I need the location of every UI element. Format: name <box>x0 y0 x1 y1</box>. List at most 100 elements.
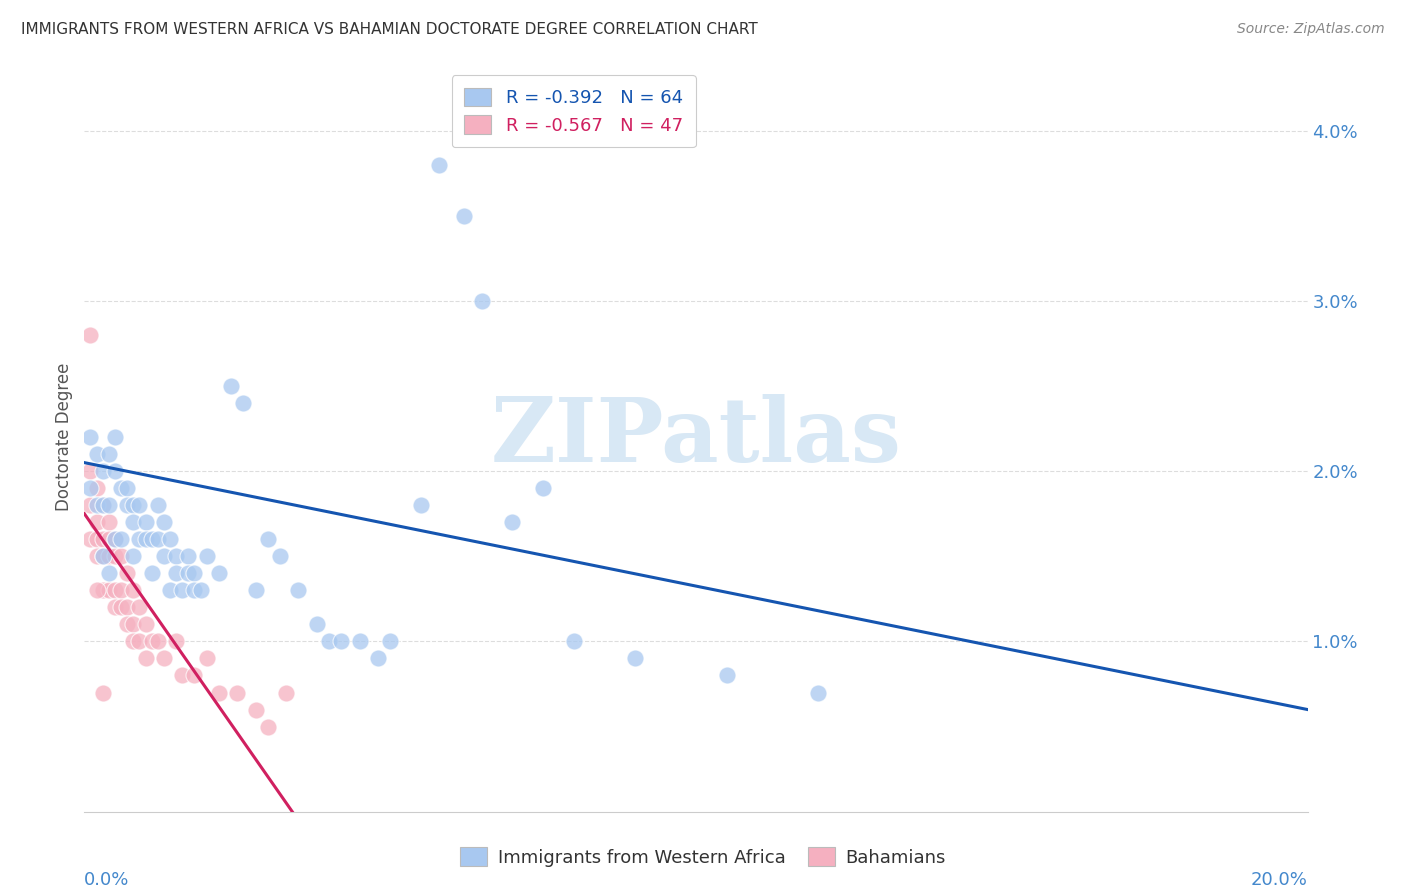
Point <box>165 549 187 564</box>
Point <box>122 498 145 512</box>
Point <box>86 583 108 598</box>
Point <box>110 481 132 495</box>
Point <box>122 583 145 598</box>
Point <box>128 600 150 615</box>
Point <box>330 634 353 648</box>
Point <box>104 533 127 547</box>
Point <box>367 651 389 665</box>
Point <box>195 651 218 665</box>
Point <box>97 583 120 598</box>
Point <box>91 498 114 512</box>
Point <box>104 583 127 598</box>
Point <box>135 533 157 547</box>
Y-axis label: Doctorate Degree: Doctorate Degree <box>55 363 73 511</box>
Point <box>97 533 120 547</box>
Point <box>471 293 494 308</box>
Point <box>91 549 114 564</box>
Point <box>153 651 176 665</box>
Legend: Immigrants from Western Africa, Bahamians: Immigrants from Western Africa, Bahamian… <box>453 840 953 874</box>
Point <box>159 533 181 547</box>
Point <box>159 583 181 598</box>
Point <box>115 498 138 512</box>
Point <box>122 549 145 564</box>
Text: IMMIGRANTS FROM WESTERN AFRICA VS BAHAMIAN DOCTORATE DEGREE CORRELATION CHART: IMMIGRANTS FROM WESTERN AFRICA VS BAHAMI… <box>21 22 758 37</box>
Point <box>86 549 108 564</box>
Text: ZIPatlas: ZIPatlas <box>491 393 901 481</box>
Point <box>104 533 127 547</box>
Point <box>531 481 554 495</box>
Point <box>79 327 101 342</box>
Point <box>79 464 101 478</box>
Point <box>245 583 267 598</box>
Point <box>104 464 127 478</box>
Point <box>91 583 114 598</box>
Point <box>219 379 242 393</box>
Point <box>135 617 157 632</box>
Point <box>97 447 120 461</box>
Point <box>110 549 132 564</box>
Text: Source: ZipAtlas.com: Source: ZipAtlas.com <box>1237 22 1385 37</box>
Point <box>97 549 120 564</box>
Point <box>208 566 231 581</box>
Point <box>104 600 127 615</box>
Point <box>91 464 114 478</box>
Point <box>104 430 127 444</box>
Point <box>502 515 524 529</box>
Point <box>91 685 114 699</box>
Point <box>110 583 132 598</box>
Point <box>177 549 200 564</box>
Point <box>128 634 150 648</box>
Point <box>97 515 120 529</box>
Point <box>153 515 176 529</box>
Point <box>276 685 298 699</box>
Point <box>91 498 114 512</box>
Point <box>172 583 194 598</box>
Point <box>115 600 138 615</box>
Point <box>91 549 114 564</box>
Point <box>409 498 432 512</box>
Point <box>79 430 101 444</box>
Point <box>146 498 169 512</box>
Point <box>208 685 231 699</box>
Point <box>232 396 254 410</box>
Point <box>86 498 108 512</box>
Point <box>257 533 280 547</box>
Point <box>122 515 145 529</box>
Point <box>318 634 340 648</box>
Point <box>104 549 127 564</box>
Point <box>79 481 101 495</box>
Point <box>128 533 150 547</box>
Point <box>245 702 267 716</box>
Point <box>91 533 114 547</box>
Point <box>97 498 120 512</box>
Point <box>380 634 402 648</box>
Point <box>122 634 145 648</box>
Point <box>115 481 138 495</box>
Point <box>128 498 150 512</box>
Point <box>146 533 169 547</box>
Point <box>110 600 132 615</box>
Point <box>165 634 187 648</box>
Point <box>115 566 138 581</box>
Point <box>135 651 157 665</box>
Point <box>110 533 132 547</box>
Point <box>349 634 371 648</box>
Point <box>305 617 328 632</box>
Point <box>79 533 101 547</box>
Point <box>86 515 108 529</box>
Point <box>716 668 738 682</box>
Point <box>177 566 200 581</box>
Point <box>153 549 176 564</box>
Point <box>257 720 280 734</box>
Point <box>86 481 108 495</box>
Point <box>287 583 309 598</box>
Point <box>141 566 163 581</box>
Point <box>122 617 145 632</box>
Point <box>269 549 291 564</box>
Point <box>86 533 108 547</box>
Legend: R = -0.392   N = 64, R = -0.567   N = 47: R = -0.392 N = 64, R = -0.567 N = 47 <box>451 75 696 147</box>
Point <box>195 549 218 564</box>
Text: 20.0%: 20.0% <box>1251 871 1308 889</box>
Point <box>86 447 108 461</box>
Point <box>453 209 475 223</box>
